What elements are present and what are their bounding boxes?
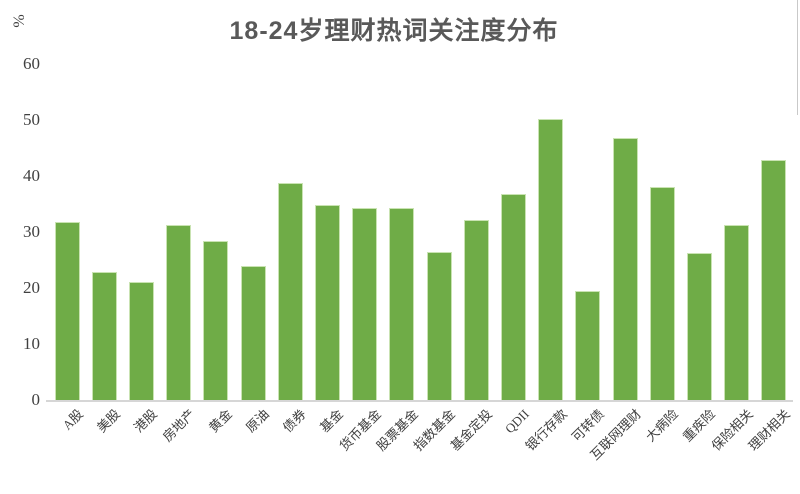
bar-货币基金 [352,208,378,400]
chart-title: 18-24岁理财热词关注度分布 [229,17,559,45]
bar-理财相关 [761,160,787,400]
right-edge-artifact [797,0,798,115]
bar-港股 [128,282,154,400]
bar-基金定投 [463,219,489,400]
bar-原油 [240,265,266,400]
bar-互联网理财 [612,137,638,400]
bar-指数基金 [426,251,452,400]
bar-大病险 [649,186,675,400]
bar-重疾险 [686,253,712,400]
y-tick-label: 0 [31,390,41,409]
bar-银行存款 [538,119,564,400]
bar-A股 [54,221,80,400]
y-tick-label: 40 [23,166,40,185]
bar-可转债 [575,290,601,400]
bar-美股 [91,272,117,400]
y-tick-label: 10 [23,334,40,353]
y-tick-label: 20 [23,278,40,297]
y-axis-unit-label: % [11,14,28,28]
y-tick-label: 60 [23,54,40,73]
y-tick-label: 50 [23,110,40,129]
bar-基金 [314,205,340,400]
bar-股票基金 [389,208,415,400]
bar-黄金 [203,240,229,400]
bar-房地产 [166,225,192,400]
bar-QDII [500,193,526,400]
bar-保险相关 [724,225,750,400]
bar-债券 [277,183,303,400]
y-tick-label: 30 [23,222,40,241]
x-axis-line [46,400,793,402]
